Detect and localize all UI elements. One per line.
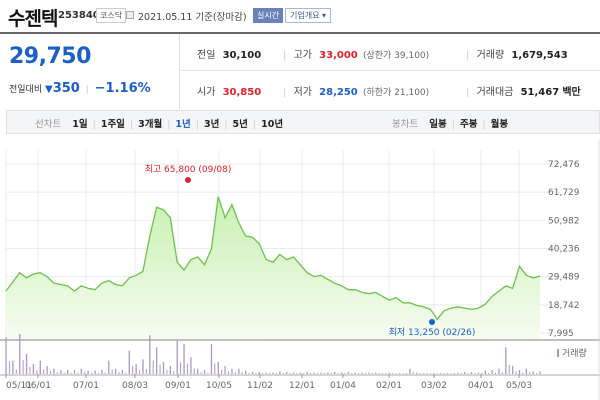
open-cell: 시가 30,850: [197, 83, 261, 98]
chart-annotations: 최고 65,800 (09/08) 최저 13,250 (02/26): [145, 164, 476, 338]
tab-1year[interactable]: 1년: [175, 119, 191, 130]
tab-monthly-candle[interactable]: 월봉: [490, 119, 509, 130]
svg-text:05/03: 05/03: [506, 381, 532, 391]
stock-name: 수젠텍: [8, 8, 58, 30]
low-label: 저가: [293, 87, 312, 98]
price-change: 전일대비 ▼350 | −1.16%: [9, 81, 151, 96]
divider: |: [252, 119, 257, 130]
svg-text:08/03: 08/03: [122, 381, 148, 391]
divider: |: [92, 119, 96, 130]
tab-10year[interactable]: 10년: [261, 119, 284, 130]
tab-daily-candle[interactable]: 일봉: [429, 119, 447, 130]
svg-text:11/02: 11/02: [247, 381, 273, 391]
svg-text:거래량: 거래량: [562, 347, 587, 359]
divider: |: [466, 50, 470, 61]
low-value: 28,250: [319, 87, 358, 98]
quote-row-2: 시가 30,850 | 저가 28,250 (하한가 21,100) | 거래대…: [181, 71, 600, 108]
current-price: 29,750: [9, 44, 91, 69]
volume-bars: [5, 334, 541, 374]
line-chart-label: 선차트: [35, 119, 62, 130]
volume-value: 1,679,543: [511, 50, 568, 61]
divider: |: [195, 119, 199, 130]
divider: |: [224, 119, 228, 130]
low-cell: | 저가 28,250 (하한가 21,100): [283, 83, 429, 98]
line-chart-tabs: 선차트 1일 | 1주일 | 3개월 | 1년 | 3년 | 5년 | 10년: [35, 116, 283, 130]
volume-label: 거래량: [476, 50, 505, 61]
quote-panel: 29,750 전일대비 ▼350 | −1.16% 전일 30,100 | 고가…: [0, 32, 600, 109]
stock-code: 253840: [58, 10, 100, 21]
high-value: 33,000: [319, 50, 358, 61]
trade-value-unit: 백만: [562, 87, 581, 98]
change-percent: −1.16%: [94, 81, 151, 96]
svg-text:7,995: 7,995: [548, 329, 574, 339]
tab-1day[interactable]: 1일: [72, 119, 88, 130]
svg-text:04/01: 04/01: [468, 381, 494, 391]
chart-period-tabs: 선차트 1일 | 1주일 | 3개월 | 1년 | 3년 | 5년 | 10년 봉차트 일봉 | 주봉 | 월봉: [6, 110, 600, 134]
svg-text:18,742: 18,742: [548, 301, 580, 311]
upper-limit: (상한가 39,100): [362, 51, 430, 61]
prev-close-cell: 전일 30,100: [197, 46, 261, 61]
tab-weekly-candle[interactable]: 주봉: [459, 119, 478, 130]
svg-text:40,236: 40,236: [548, 245, 580, 255]
svg-text:03/02: 03/02: [421, 381, 447, 391]
stock-header: 수젠텍 253840 코스닥 2021.05.11 기준(장마감) 실시간 기업…: [0, 0, 600, 32]
svg-text:09/01: 09/01: [165, 381, 191, 391]
price-chart: 72,476 61,729 50,982 40,236 29,489 18,742 7,99…: [0, 140, 600, 400]
current-price-box: 29,750 전일대비 ▼350 | −1.16%: [0, 34, 180, 109]
tab-5year[interactable]: 5년: [232, 119, 248, 130]
svg-text:29,489: 29,489: [548, 273, 580, 283]
svg-text:최저 13,250 (02/26): 최저 13,250 (02/26): [389, 327, 476, 338]
divider: |: [283, 50, 287, 61]
change-value: 350: [52, 81, 80, 96]
svg-text:10/05: 10/05: [206, 381, 232, 391]
candle-chart-label: 봉차트: [392, 119, 419, 130]
market-badge: 코스닥: [96, 8, 127, 23]
y-axis-labels: 72,476 61,729 50,982 40,236 29,489 18,742 7,99…: [548, 160, 580, 339]
trade-value-label: 거래대금: [476, 87, 514, 98]
divider: |: [482, 119, 486, 130]
divider: |: [129, 119, 134, 130]
tab-3year[interactable]: 3년: [203, 119, 220, 130]
divider: |: [283, 87, 287, 98]
tab-3month[interactable]: 3개월: [138, 119, 163, 130]
volume-legend: 거래량: [557, 347, 587, 359]
trade-value-cell: | 거래대금 51,467 백만: [466, 83, 581, 98]
open-value: 30,850: [222, 87, 262, 98]
change-label: 전일대비: [9, 85, 43, 95]
svg-text:50,982: 50,982: [548, 216, 580, 226]
base-date: 2021.05.11 기준(장마감): [138, 12, 247, 23]
divider: |: [167, 119, 171, 130]
open-label: 시가: [197, 87, 216, 98]
calendar-icon: [126, 11, 134, 19]
candle-chart-tabs: 봉차트 일봉 | 주봉 | 월봉: [392, 116, 508, 130]
divider: |: [85, 85, 89, 95]
lower-limit: (하한가 21,100): [362, 88, 430, 98]
quote-row-1: 전일 30,100 | 고가 33,000 (상한가 39,100) | 거래량…: [181, 34, 600, 71]
svg-text:01/04: 01/04: [330, 381, 356, 391]
company-info-dropdown[interactable]: 기업개요 ▾: [285, 8, 331, 23]
prev-close-label: 전일: [197, 50, 216, 61]
down-arrow-icon: ▼: [45, 84, 53, 95]
prev-close-value: 30,100: [222, 50, 262, 61]
high-cell: | 고가 33,000 (상한가 39,100): [283, 46, 429, 61]
svg-text:72,476: 72,476: [548, 160, 580, 170]
svg-text:05/11: 05/11: [6, 381, 32, 391]
svg-text:12/01: 12/01: [289, 381, 315, 391]
svg-text:61,729: 61,729: [548, 188, 580, 198]
svg-text:02/01: 02/01: [376, 381, 402, 391]
tab-1week[interactable]: 1주일: [100, 119, 125, 130]
realtime-button[interactable]: 실시간: [253, 8, 284, 23]
divider: |: [451, 119, 455, 130]
volume-cell: | 거래량 1,679,543: [466, 46, 568, 61]
divider: |: [466, 87, 470, 98]
svg-text:최고 65,800 (09/08): 최고 65,800 (09/08): [145, 164, 232, 175]
price-area: [5, 196, 541, 339]
svg-text:06/01: 06/01: [25, 381, 51, 391]
price-chart-svg: 72,476 61,729 50,982 40,236 29,489 18,742 7,99…: [0, 140, 600, 400]
trade-value: 51,467: [520, 87, 560, 98]
high-label: 고가: [293, 50, 312, 61]
svg-text:07/01: 07/01: [73, 381, 99, 391]
